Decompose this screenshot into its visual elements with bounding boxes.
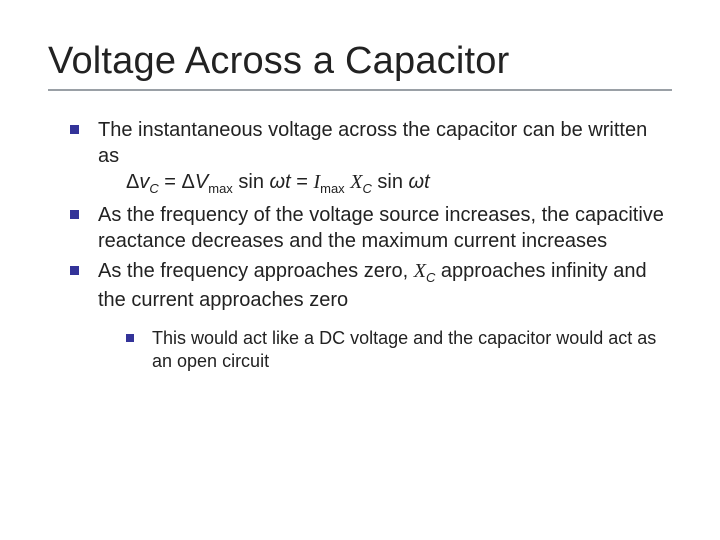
slide: Voltage Across a Capacitor The instantan… xyxy=(0,0,720,540)
sub-bullet-item-1: This would act like a DC voltage and the… xyxy=(126,327,672,374)
slide-content: The instantaneous voltage across the cap… xyxy=(48,117,672,374)
sub-max1: max xyxy=(208,181,233,196)
var-v: v xyxy=(139,171,149,193)
omega2: ω xyxy=(409,171,425,193)
formula-line: ΔvC = ΔVmax sin ωt = Imax XC sin ωt xyxy=(98,169,672,198)
bullet-3-part1: As the frequency approaches zero, xyxy=(98,260,414,282)
sin2: sin xyxy=(372,171,409,193)
bullet-list: The instantaneous voltage across the cap… xyxy=(70,117,672,374)
bullet-item-2: As the frequency of the voltage source i… xyxy=(70,202,672,254)
eq2: = xyxy=(291,171,314,193)
sub-max2: max xyxy=(320,181,345,196)
omega1: ω xyxy=(270,171,286,193)
slide-title: Voltage Across a Capacitor xyxy=(48,40,672,91)
bullet-item-3: As the frequency approaches zero, XC app… xyxy=(70,258,672,374)
sub-c1: C xyxy=(149,181,158,196)
bullet-3-subC: C xyxy=(426,270,435,285)
var-V: V xyxy=(195,171,208,193)
sub-c2: C xyxy=(362,181,371,196)
t2: t xyxy=(424,171,430,193)
bullet-item-1: The instantaneous voltage across the cap… xyxy=(70,117,672,198)
sin1: sin xyxy=(233,171,270,193)
delta-symbol: Δ xyxy=(126,171,139,193)
bullet-2-text: As the frequency of the voltage source i… xyxy=(98,204,664,252)
sub-bullet-1-text: This would act like a DC voltage and the… xyxy=(152,328,656,371)
var-X: X xyxy=(350,171,362,193)
bullet-1-text: The instantaneous voltage across the cap… xyxy=(98,119,647,167)
bullet-3-X: X xyxy=(414,260,426,282)
eq1: = xyxy=(159,171,182,193)
delta-symbol-2: Δ xyxy=(182,171,195,193)
sub-bullet-list: This would act like a DC voltage and the… xyxy=(98,327,672,374)
